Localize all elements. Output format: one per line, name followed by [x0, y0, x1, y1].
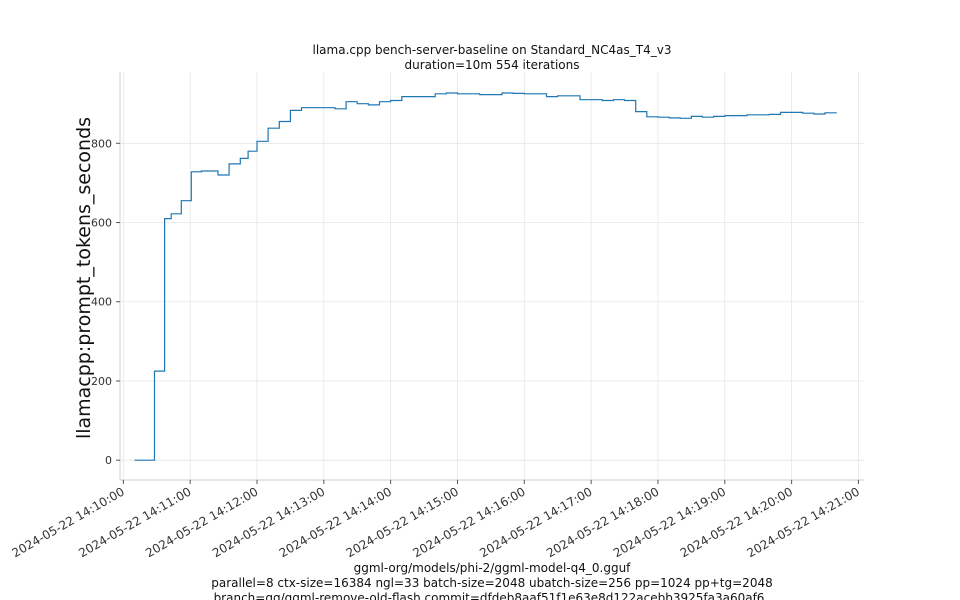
- x-tick-label: 2024-05-22 14:20:00: [678, 484, 795, 560]
- footer-model: ggml-org/models/phi-2/ggml-model-q4_0.gg…: [354, 561, 632, 575]
- y-tick-label: 400: [91, 296, 112, 309]
- y-axis-label: llamacpp:prompt_tokens_seconds: [73, 117, 95, 439]
- y-tick-label: 200: [91, 375, 112, 388]
- footer-params: parallel=8 ctx-size=16384 ngl=33 batch-s…: [211, 576, 772, 590]
- x-tick-label: 2024-05-22 14:10:00: [9, 484, 126, 560]
- x-tick-label: 2024-05-22 14:19:00: [611, 484, 728, 560]
- footer-branch: branch=gg/ggml-remove-old-flash commit=d…: [214, 591, 765, 600]
- y-tick-label: 0: [105, 454, 112, 467]
- series-group: [134, 92, 837, 461]
- x-tick-label: 2024-05-22 14:17:00: [477, 484, 594, 560]
- y-tick-label: 800: [91, 137, 112, 150]
- grid: [120, 72, 864, 480]
- series-line-0: [134, 92, 837, 461]
- x-tick-label: 2024-05-22 14:18:00: [544, 484, 661, 560]
- chart-subtitle: duration=10m 554 iterations: [405, 58, 580, 72]
- chart-title: llama.cpp bench-server-baseline on Stand…: [313, 43, 672, 57]
- x-tick-label: 2024-05-22 14:15:00: [344, 484, 461, 560]
- axes: [119, 72, 864, 481]
- y-ticks: 0 200 400 600 800: [91, 137, 120, 467]
- y-tick-label: 600: [91, 217, 112, 230]
- x-tick-label: 2024-05-22 14:13:00: [210, 484, 327, 560]
- x-tick-label: 2024-05-22 14:11:00: [76, 484, 193, 560]
- x-tick-label: 2024-05-22 14:16:00: [410, 484, 527, 560]
- x-tick-label: 2024-05-22 14:12:00: [143, 484, 260, 560]
- x-tick-label: 2024-05-22 14:14:00: [277, 484, 394, 560]
- x-tick-label: 2024-05-22 14:21:00: [745, 484, 862, 560]
